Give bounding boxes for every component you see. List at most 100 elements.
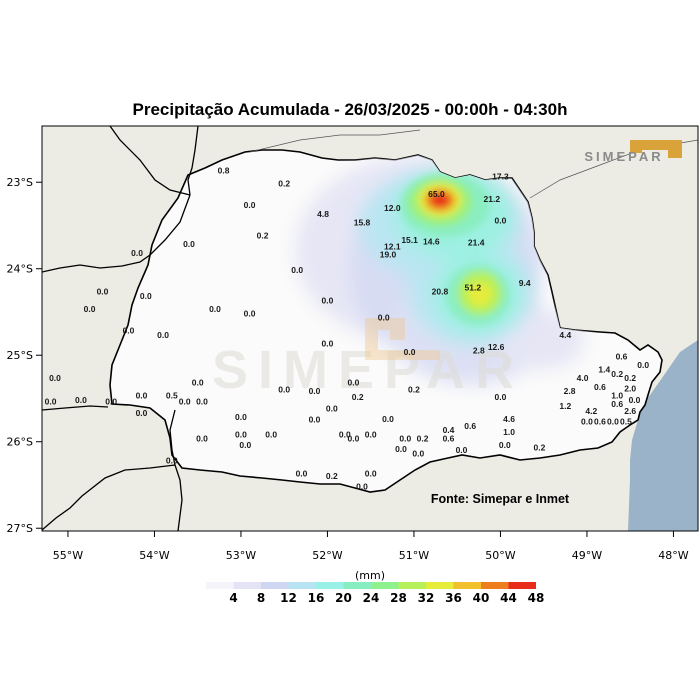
station-value: 0.0: [136, 391, 148, 401]
station-value: 0.8: [218, 166, 230, 176]
station-value: 0.0: [296, 468, 308, 478]
station-value: 4.4: [559, 330, 571, 340]
station-value: 0.0: [179, 397, 191, 407]
lon-label: 53°W: [226, 549, 256, 562]
station-value: 0.0: [404, 347, 416, 357]
lon-label: 54°W: [139, 549, 169, 562]
map-axes: 55°W 54°W 53°W 52°W 51°W 50°W 49°W 48°W 23°S 24°S…: [7, 176, 689, 562]
colorbar-swatch: [233, 582, 261, 589]
colorbar-label: 32: [418, 591, 435, 605]
colorbar-unit: (mm): [355, 569, 385, 582]
station-value: 1.0: [611, 391, 623, 401]
station-value: 0.0: [157, 330, 169, 340]
lat-label: 27°S: [7, 522, 33, 535]
station-value: 0.6: [594, 416, 606, 426]
station-value: 0.0: [49, 373, 61, 383]
station-value: 0.0: [196, 434, 208, 444]
station-value: 0.0: [235, 429, 247, 439]
country-borders: [42, 126, 199, 531]
station-value: 20.8: [432, 287, 449, 297]
station-value: 0.0: [339, 429, 351, 439]
colorbar-label: 4: [229, 591, 237, 605]
lon-label: 50°W: [485, 549, 515, 562]
station-value: 0.0: [209, 304, 221, 314]
station-value: 0.0: [321, 339, 333, 349]
station-value: 65.0: [428, 189, 445, 199]
station-value: 0.0: [378, 313, 390, 323]
lat-label: 26°S: [7, 436, 33, 449]
lon-label: 48°W: [658, 549, 688, 562]
map-frame: [41, 125, 699, 532]
station-value: 0.0: [494, 216, 506, 226]
source-credit: Fonte: Simepar e Inmet: [431, 492, 570, 506]
station-value: 9.4: [519, 278, 531, 288]
station-value: 0.0: [196, 397, 208, 407]
station-value: 1.2: [559, 401, 571, 411]
station-value: 0.0: [309, 386, 321, 396]
colorbar-label: 28: [390, 591, 407, 605]
station-value: 0.0: [347, 434, 359, 444]
lon-label: 49°W: [572, 549, 602, 562]
colorbar-swatch: [398, 582, 426, 589]
lon-label: 51°W: [399, 549, 429, 562]
station-value: 21.2: [484, 194, 501, 204]
station-value: 12.6: [488, 342, 505, 352]
station-values: 0.8 0.2 0.0 4.8 15.8 12.0 65.0 17.3 21.2 0.0 0.2 15…: [23, 166, 650, 492]
precipitation-field: [295, 155, 585, 385]
station-value: 0.0: [382, 414, 394, 424]
station-value: 0.0: [607, 416, 619, 426]
station-value: 4.8: [317, 209, 329, 219]
colorbar-label: 48: [528, 591, 545, 605]
station-value: 2.8: [473, 346, 485, 356]
station-value: 0.0: [356, 481, 368, 491]
colorbar-swatch: [426, 582, 454, 589]
station-value: 0.0: [412, 448, 424, 458]
station-value: 2.8: [564, 386, 576, 396]
station-value: 0.0: [365, 468, 377, 478]
station-value: 15.1: [401, 235, 418, 245]
station-value: 0.0: [45, 397, 57, 407]
station-value: 0.0: [123, 326, 135, 336]
station-value: 0.0: [244, 200, 256, 210]
station-value: 0.6: [594, 382, 606, 392]
colorbar-label: 20: [335, 591, 352, 605]
station-value: 2.6: [624, 406, 636, 416]
station-value: 0.6: [464, 421, 476, 431]
colorbar-label: 16: [308, 591, 325, 605]
station-value: 0.0: [27, 339, 39, 349]
station-value: 1.4: [598, 365, 610, 375]
logo-text: SIMEPAR: [584, 149, 663, 164]
station-value: 0.0: [365, 429, 377, 439]
station-value: 0.6: [616, 352, 628, 362]
station-value: 0.0: [183, 239, 195, 249]
colorbar-swatch: [288, 582, 316, 589]
colorbar-label: 44: [500, 591, 517, 605]
station-value: 1.0: [503, 427, 515, 437]
station-value: 19.0: [380, 250, 397, 260]
watermark-logo: SIMEPAR: [212, 340, 524, 400]
colorbar-label: 40: [473, 591, 490, 605]
station-value: 0.0: [235, 412, 247, 422]
colorbar-label: 24: [363, 591, 380, 605]
station-value: 0.0: [399, 434, 411, 444]
station-value: 0.2: [23, 397, 35, 407]
colorbar: (mm) 4 8 12 16 20 24 28 32 36 40 44 48: [206, 569, 544, 605]
station-value: 0.0: [494, 392, 506, 402]
station-value: 0.0: [131, 248, 143, 258]
simepar-logo: SIMEPAR: [584, 140, 682, 164]
colorbar-swatch: [481, 582, 509, 589]
colorbar-label: 12: [280, 591, 297, 605]
station-value: 51.2: [465, 282, 482, 292]
colorbar-label: 8: [257, 591, 265, 605]
station-value: 0.0: [309, 415, 321, 425]
station-value: 14.6: [423, 237, 440, 247]
station-value: 0.2: [417, 434, 429, 444]
station-value: 0.0: [347, 378, 359, 388]
station-value: 0.5: [166, 391, 178, 401]
ocean-area: [628, 340, 698, 531]
station-value: 0.0: [499, 440, 511, 450]
colorbar-swatch: [371, 582, 399, 589]
station-value: 12.1: [384, 242, 401, 252]
station-value: 0.0: [140, 291, 152, 301]
colorbar-swatch: [453, 582, 481, 589]
